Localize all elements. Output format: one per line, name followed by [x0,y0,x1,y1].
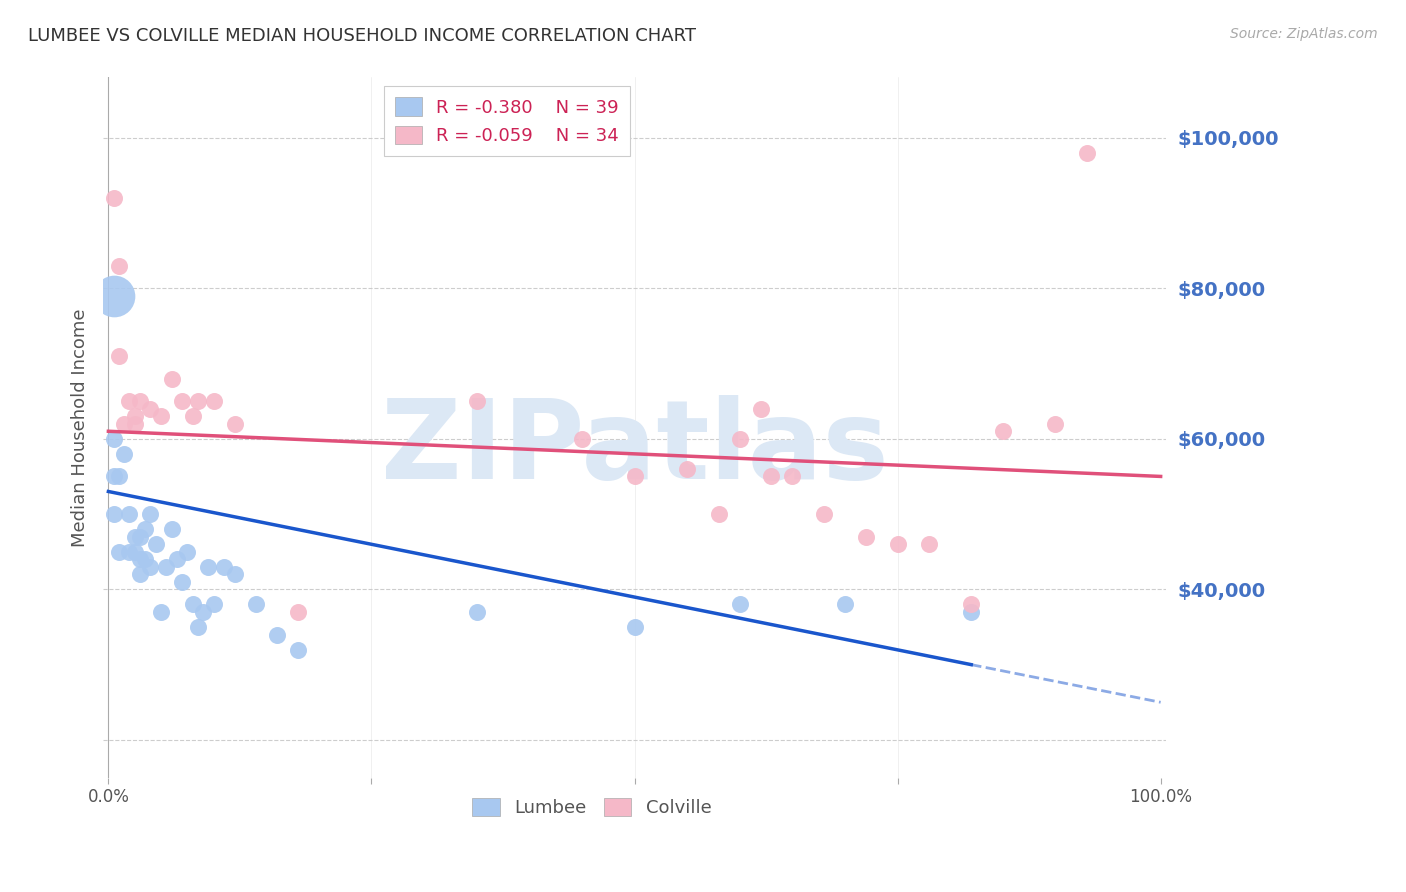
Point [118,394,141,409]
Point [139,507,162,521]
Point [187,620,209,634]
Text: Source: ZipAtlas.com: Source: ZipAtlas.com [1230,27,1378,41]
Point [103,191,125,205]
Point [134,552,156,566]
Point [139,559,162,574]
Point [202,394,225,409]
Point [571,432,593,446]
Point [160,522,183,536]
Y-axis label: Median Household Income: Median Household Income [72,309,89,547]
Point [108,469,131,483]
Point [103,507,125,521]
Point [129,530,152,544]
Point [197,559,219,574]
Point [118,507,141,521]
Point [918,537,941,551]
Point [782,469,804,483]
Point [108,545,131,559]
Point [129,394,152,409]
Point [960,598,983,612]
Point [1076,145,1098,160]
Point [991,424,1014,438]
Point [834,598,856,612]
Point [960,605,983,619]
Point [170,574,193,589]
Point [103,469,125,483]
Point [103,289,125,303]
Point [150,409,173,424]
Point [160,371,183,385]
Point [124,545,146,559]
Point [224,417,246,431]
Point [129,567,152,582]
Point [707,507,730,521]
Point [191,605,214,619]
Point [212,559,235,574]
Point [124,409,146,424]
Point [886,537,908,551]
Point [813,507,835,521]
Point [108,349,131,363]
Point [145,537,167,551]
Point [176,545,198,559]
Point [118,545,141,559]
Point [623,469,645,483]
Point [155,559,177,574]
Point [124,530,146,544]
Point [181,598,204,612]
Point [855,530,877,544]
Point [749,401,772,416]
Legend: Lumbee, Colville: Lumbee, Colville [465,790,718,824]
Point [108,259,131,273]
Point [139,401,162,416]
Point [129,552,152,566]
Point [623,620,645,634]
Point [202,598,225,612]
Point [1045,417,1067,431]
Point [287,642,309,657]
Point [124,417,146,431]
Point [224,567,246,582]
Point [465,394,488,409]
Point [170,394,193,409]
Point [676,462,699,476]
Point [134,522,156,536]
Point [103,432,125,446]
Text: ZIPatlas: ZIPatlas [381,395,889,502]
Point [112,417,135,431]
Point [166,552,188,566]
Point [266,627,288,641]
Point [187,394,209,409]
Point [112,447,135,461]
Point [761,469,783,483]
Text: LUMBEE VS COLVILLE MEDIAN HOUSEHOLD INCOME CORRELATION CHART: LUMBEE VS COLVILLE MEDIAN HOUSEHOLD INCO… [28,27,696,45]
Point [181,409,204,424]
Point [728,432,751,446]
Point [465,605,488,619]
Point [287,605,309,619]
Point [245,598,267,612]
Point [728,598,751,612]
Point [150,605,173,619]
